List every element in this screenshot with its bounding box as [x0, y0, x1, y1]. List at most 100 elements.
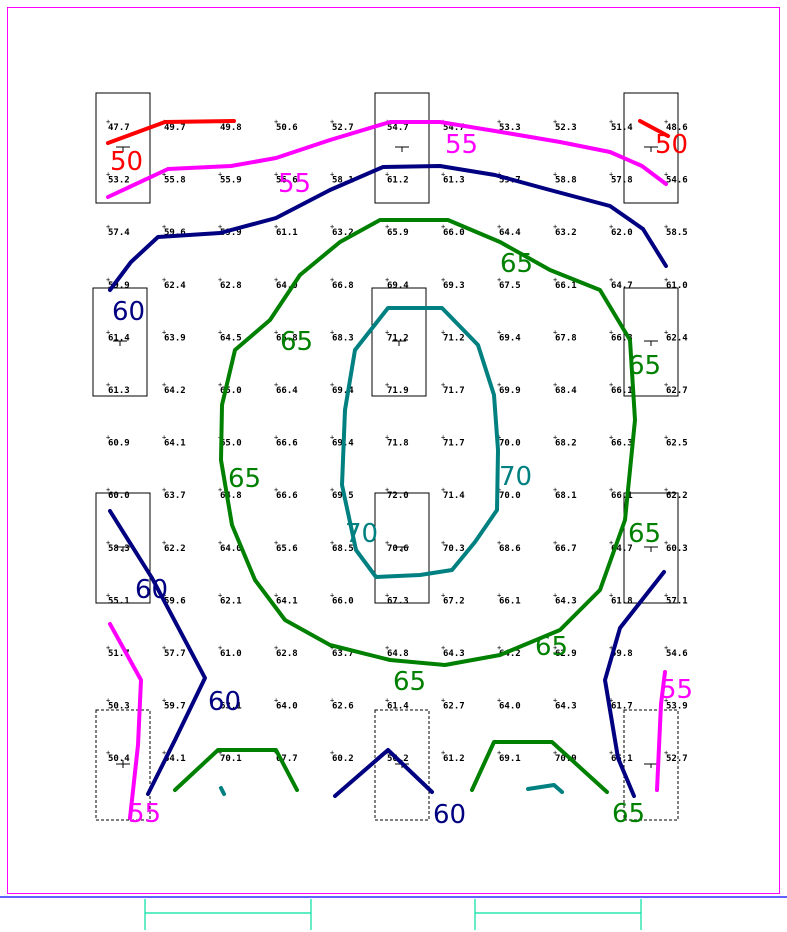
contour-label: 55	[660, 675, 693, 705]
grid-point-marker: +	[218, 171, 222, 179]
grid-value: 69.4	[387, 281, 409, 291]
grid-point-marker: +	[664, 118, 668, 126]
grid-point-marker: +	[664, 539, 668, 547]
grid-point-marker: +	[385, 328, 389, 336]
grid-value: 63.1	[220, 702, 242, 712]
grid-value: 60.2	[332, 754, 354, 764]
dimension-mark-right	[474, 899, 642, 930]
grid-point-marker: +	[664, 276, 668, 284]
grid-point-marker: +	[497, 749, 501, 757]
grid-value: 61.0	[220, 649, 242, 659]
grid-value: 64.1	[164, 754, 186, 764]
grid-point-marker: +	[106, 539, 110, 547]
contour-label: 55	[278, 169, 311, 199]
luminaire-symbol-icon	[113, 340, 127, 346]
contour-label: 55	[445, 130, 478, 160]
luminaire-box	[374, 492, 430, 604]
grid-point-marker: +	[385, 276, 389, 284]
grid-point-marker: +	[106, 328, 110, 336]
grid-point-marker: +	[106, 644, 110, 652]
grid-value: 71.9	[387, 386, 409, 396]
grid-point-marker: +	[162, 328, 166, 336]
grid-value: 60.0	[108, 491, 130, 501]
grid-value: 64.3	[443, 649, 465, 659]
grid-value: 55.1	[108, 596, 130, 606]
grid-value: 51.7	[108, 649, 130, 659]
grid-value: 70.6	[387, 544, 409, 554]
emergency-symbol-icon	[644, 763, 658, 768]
grid-value: 53.9	[666, 702, 688, 712]
grid-value: 65.8	[276, 333, 298, 343]
luminaire-symbol-icon	[392, 340, 406, 346]
grid-value: 62.4	[164, 281, 186, 291]
grid-point-marker: +	[330, 171, 334, 179]
emergency-fixture-box	[95, 709, 151, 821]
grid-point-marker: +	[497, 381, 501, 389]
grid-point-marker: +	[330, 591, 334, 599]
grid-point-marker: +	[218, 539, 222, 547]
grid-value: 69.1	[499, 754, 521, 764]
grid-point-marker: +	[106, 697, 110, 705]
grid-value: 51.4	[611, 123, 633, 133]
grid-value: 69.4	[332, 386, 354, 396]
grid-point-marker: +	[106, 171, 110, 179]
grid-point-marker: +	[162, 539, 166, 547]
luminaire-symbol-icon	[395, 546, 409, 552]
contour-label: 65	[628, 519, 661, 549]
grid-point-marker: +	[330, 644, 334, 652]
grid-point-marker: +	[553, 749, 557, 757]
contour-label: 60	[135, 575, 168, 605]
grid-point-marker: +	[664, 223, 668, 231]
contour-55-bottom-left	[108, 622, 143, 820]
grid-value: 59.9	[220, 228, 242, 238]
grid-point-marker: +	[441, 486, 445, 494]
grid-value: 50.3	[108, 702, 130, 712]
grid-point-marker: +	[664, 434, 668, 442]
grid-value: 58.8	[555, 176, 577, 186]
grid-value: 63.7	[164, 491, 186, 501]
grid-point-marker: +	[218, 591, 222, 599]
grid-point-marker: +	[385, 434, 389, 442]
grid-value: 67.7	[276, 754, 298, 764]
grid-point-marker: +	[218, 328, 222, 336]
grid-value: 65.1	[611, 754, 633, 764]
grid-point-marker: +	[553, 381, 557, 389]
grid-value: 62.8	[276, 649, 298, 659]
grid-point-marker: +	[106, 118, 110, 126]
contour-layer	[106, 119, 670, 820]
fixture-symbol-layer	[113, 146, 658, 768]
grid-value: 58.1	[332, 176, 354, 186]
grid-value: 63.2	[555, 228, 577, 238]
grid-point-marker: +	[274, 486, 278, 494]
grid-point-marker: +	[385, 223, 389, 231]
grid-point-marker: +	[609, 328, 613, 336]
contour-50-right	[638, 119, 670, 138]
grid-value: 52.7	[332, 123, 354, 133]
grid-point-marker: +	[441, 697, 445, 705]
grid-point-marker: +	[162, 749, 166, 757]
luminaire-box	[623, 492, 679, 604]
grid-value: 62.8	[220, 281, 242, 291]
grid-point-marker: +	[497, 276, 501, 284]
grid-value: 61.1	[276, 228, 298, 238]
grid-point-marker: +	[330, 328, 334, 336]
grid-value: 64.2	[499, 649, 521, 659]
grid-point-marker: +	[441, 171, 445, 179]
grid-value: 66.3	[611, 439, 633, 449]
contour-label: 65	[535, 632, 568, 662]
grid-value: 59.6	[164, 596, 186, 606]
grid-point-marker: +	[664, 328, 668, 336]
grid-point-marker: +	[497, 223, 501, 231]
grid-point-marker: +	[497, 539, 501, 547]
luminaire-symbol-icon	[644, 340, 658, 346]
grid-point-marker: +	[441, 381, 445, 389]
grid-point-marker: +	[106, 749, 110, 757]
grid-value: 70.1	[220, 754, 242, 764]
grid-value: 64.3	[555, 596, 577, 606]
grid-value: 71.7	[443, 386, 465, 396]
grid-point-marker: +	[385, 486, 389, 494]
contour-label-layer: 50 50 55 55 55 55 60 60 60 60 65 65 65 6…	[110, 130, 693, 830]
grid-point-marker: +	[330, 486, 334, 494]
contour-65-bottom-right	[470, 740, 609, 794]
grid-point-marker: +	[553, 486, 557, 494]
